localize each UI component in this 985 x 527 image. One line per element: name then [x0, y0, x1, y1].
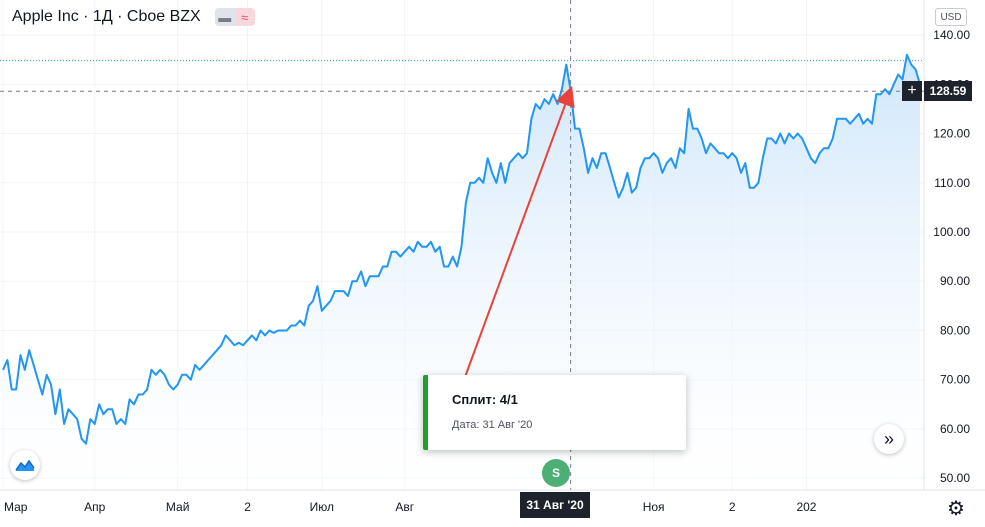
- currency-badge[interactable]: USD: [935, 8, 967, 26]
- tooltip-date: Дата: 31 Авг '20: [452, 419, 533, 431]
- x-tick-label: 2: [729, 500, 736, 514]
- y-tick-label: 60.00: [940, 422, 970, 436]
- tradingview-logo-icon[interactable]: [10, 450, 40, 480]
- x-tick-label: Май: [166, 500, 190, 514]
- y-tick-label: 120.00: [933, 127, 970, 141]
- y-tick-label: 140.00: [933, 28, 970, 42]
- x-tick-label: Мар: [4, 500, 28, 514]
- y-tick-label: 90.00: [940, 274, 970, 288]
- x-tick-label: Ноя: [643, 500, 665, 514]
- y-tick-label: 100.00: [933, 225, 970, 239]
- scroll-to-realtime-button[interactable]: »: [874, 424, 904, 454]
- chart-header: Apple Inc · 1Д · Cboe BZX ▬ ≈: [12, 8, 255, 26]
- x-tick-label: 202: [796, 500, 816, 514]
- minus-icon[interactable]: ▬: [214, 8, 235, 26]
- split-tooltip: Сплит: 4/1 Дата: 31 Авг '20: [423, 375, 686, 450]
- crosshair-date-label: 31 Авг '20: [520, 492, 590, 518]
- y-tick-label: 50.00: [940, 471, 970, 485]
- plus-icon[interactable]: +: [902, 81, 922, 101]
- y-tick-label: 80.00: [940, 323, 970, 337]
- price-area: [3, 54, 920, 489]
- approx-icon[interactable]: ≈: [234, 8, 255, 26]
- crosshair-price-label: 128.59: [924, 81, 972, 101]
- y-tick-label: 110.00: [934, 176, 970, 190]
- x-tick-label: Апр: [84, 500, 106, 514]
- x-axis[interactable]: МарАпрМай2ИюлАвгОктНоя2202: [0, 0, 985, 514]
- x-tick-label: Июл: [310, 500, 334, 514]
- split-marker[interactable]: S: [542, 459, 570, 487]
- indicator-toggle[interactable]: ▬ ≈: [214, 8, 255, 26]
- annotation-arrow: [464, 85, 575, 378]
- x-tick-label: Авг: [395, 500, 414, 514]
- x-tick-label: 2: [244, 500, 251, 514]
- y-tick-label: 70.00: [940, 373, 970, 387]
- symbol-title[interactable]: Apple Inc · 1Д · Cboe BZX: [12, 8, 201, 25]
- price-line: [2, 53, 921, 445]
- settings-gear-icon[interactable]: ⚙: [947, 497, 965, 520]
- tooltip-title: Сплит: 4/1: [452, 392, 518, 407]
